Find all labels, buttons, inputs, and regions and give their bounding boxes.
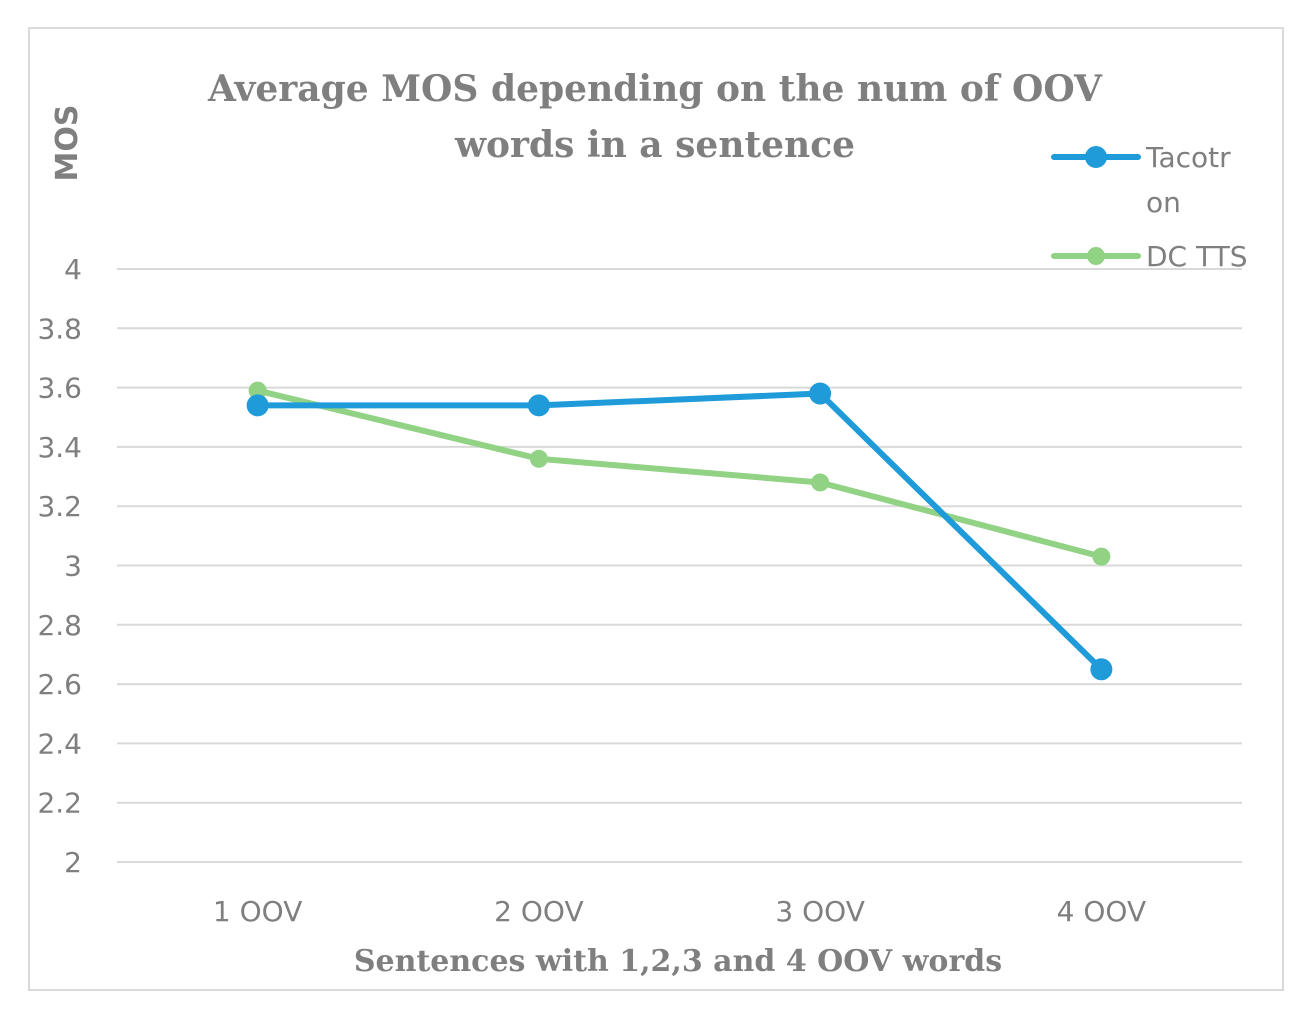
series-line-dc-tts <box>254 387 1105 560</box>
y-tick-label: 3 <box>64 550 82 583</box>
x-tick-label: 1 OOV <box>213 895 302 928</box>
x-tick-labels: 1 OOV 2 OOV 3 OOV 4 OOV <box>213 895 1146 928</box>
y-tick-label: 3.2 <box>37 490 82 523</box>
series <box>246 381 1113 681</box>
y-tick-label: 2 <box>64 846 82 879</box>
y-tick-label: 3.6 <box>37 372 82 405</box>
legend-label-tacotron-line-2: on <box>1146 186 1181 219</box>
y-tick-label: 4 <box>64 253 82 286</box>
y-tick-label: 2.8 <box>37 609 82 642</box>
legend-marker-dc-tts <box>1087 247 1105 265</box>
x-tick-label: 2 OOV <box>494 895 583 928</box>
x-axis-label: Sentences with 1,2,3 and 4 OOV words <box>354 944 1002 979</box>
data-point-tacotron <box>1090 658 1113 681</box>
y-tick-label: 3.4 <box>37 431 82 464</box>
data-point-dc-tts <box>1092 547 1111 566</box>
chart-title-line-1: Average MOS depending on the num of OOV <box>207 68 1103 110</box>
data-point-dc-tts <box>248 381 267 400</box>
chart-title-line-2: words in a sentence <box>454 124 855 166</box>
data-point-tacotron <box>246 394 269 417</box>
y-tick-label: 3.8 <box>37 312 82 345</box>
y-tick-labels: 2 2.2 2.4 2.6 2.8 3 3.2 3.4 3.6 3.8 4 <box>37 253 82 879</box>
legend-label-dc-tts: DC TTS <box>1146 240 1248 273</box>
data-point-dc-tts <box>529 449 548 468</box>
x-tick-label: 4 OOV <box>1057 895 1146 928</box>
chart-border <box>28 27 1284 991</box>
y-axis-label: MOS <box>50 105 85 182</box>
y-tick-label: 2.2 <box>37 787 82 820</box>
legend: Tacotr on DC TTS <box>1051 141 1248 273</box>
legend-marker-tacotron <box>1085 146 1107 168</box>
data-point-dc-tts <box>811 473 830 492</box>
series-line-tacotron <box>254 390 1105 673</box>
y-tick-label: 2.4 <box>37 727 82 760</box>
gridlines <box>117 268 1242 863</box>
x-tick-label: 3 OOV <box>775 895 864 928</box>
legend-label-tacotron-line-1: Tacotr <box>1145 141 1231 174</box>
data-point-tacotron <box>809 382 832 405</box>
data-point-tacotron <box>527 394 550 417</box>
y-tick-label: 2.6 <box>37 668 82 701</box>
